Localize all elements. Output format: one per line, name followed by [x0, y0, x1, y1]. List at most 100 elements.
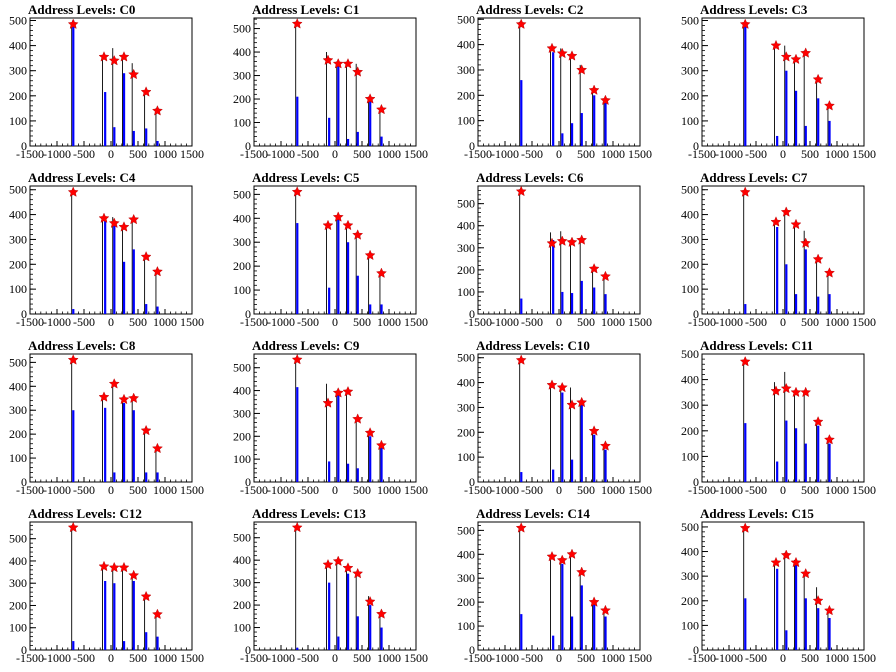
- x-tick-label: -1500: [240, 483, 268, 497]
- x-tick-label: 500: [129, 483, 147, 497]
- y-tick-label: 100: [9, 282, 27, 296]
- x-tick-label: 1000: [601, 483, 625, 497]
- peak-star-marker: [600, 440, 611, 451]
- data-bar: [604, 616, 607, 650]
- data-bar: [520, 472, 523, 482]
- peak-star-marker: [140, 590, 152, 602]
- x-tick-label: 500: [801, 147, 819, 161]
- data-bar: [328, 287, 331, 314]
- peak-star-marker: [824, 100, 835, 111]
- data-bar: [104, 580, 107, 650]
- y-tick-label: 300: [457, 63, 475, 77]
- peak-star-marker: [812, 416, 824, 427]
- x-tick-label: 1000: [601, 315, 625, 329]
- chart-panel: Address Levels: C7 0 100 200 300 400 500 -1500-…: [672, 168, 896, 336]
- peak-star-marker: [588, 263, 600, 274]
- x-tick-label: -500: [73, 147, 95, 161]
- chart-panel: Address Levels: C14 0 100 200 300 400 500 -1500…: [448, 504, 672, 672]
- peak-star-marker: [152, 266, 163, 277]
- y-tick-label: 200: [681, 89, 699, 103]
- chart-svg: Address Levels: C30100200300400500-1500-…: [681, 2, 876, 161]
- x-tick-label: 1500: [404, 651, 428, 665]
- x-tick-label: 1500: [404, 483, 428, 497]
- x-tick-label: 0: [108, 651, 114, 665]
- y-tick-label: 0: [693, 643, 699, 657]
- peak-star-marker: [600, 604, 611, 616]
- x-tick-label: -1500: [16, 651, 44, 665]
- x-tick-label: -500: [73, 483, 95, 497]
- y-tick-label: 500: [9, 355, 27, 369]
- peak-star-marker: [291, 521, 303, 533]
- y-tick-label: 100: [681, 449, 699, 463]
- data-bar: [72, 309, 75, 314]
- data-bar: [804, 125, 807, 146]
- peak-star-marker: [322, 559, 334, 570]
- peak-star-marker: [108, 55, 120, 66]
- data-bar: [520, 80, 523, 146]
- peak-star-marker: [332, 58, 344, 69]
- x-tick-label: 500: [577, 315, 595, 329]
- x-tick-label: 1000: [825, 483, 849, 497]
- x-tick-label: -1500: [240, 315, 268, 329]
- data-bar: [380, 447, 383, 482]
- plot-frame: [253, 17, 417, 147]
- x-tick-label: 1000: [601, 651, 625, 665]
- y-tick-label: 400: [9, 554, 27, 568]
- data-bar: [156, 472, 159, 482]
- data-bar: [520, 614, 523, 650]
- y-tick-label: 200: [233, 429, 251, 443]
- chart-panel: Address Levels: C11 0 100 200 300 400 500 -1500…: [672, 336, 896, 504]
- peak-star-marker: [364, 595, 376, 607]
- peak-star-marker: [364, 249, 376, 261]
- chart-title: Address Levels: C10: [476, 338, 590, 353]
- data-bar: [356, 131, 359, 146]
- peak-star-marker: [770, 556, 782, 568]
- plot-frame: [29, 353, 193, 483]
- peak-star-marker: [291, 18, 303, 29]
- peak-star-marker: [291, 186, 303, 197]
- chart-title: Address Levels: C15: [700, 506, 814, 521]
- peak-star-marker: [140, 424, 152, 436]
- data-bar: [744, 25, 747, 146]
- x-tick-label: -500: [521, 147, 543, 161]
- data-bar: [72, 410, 75, 482]
- data-bar: [346, 573, 350, 650]
- data-bar: [369, 99, 372, 146]
- y-tick-label: 300: [9, 64, 27, 78]
- x-tick-label: -1500: [240, 147, 268, 161]
- x-tick-label: 0: [332, 651, 338, 665]
- data-bar: [794, 90, 798, 146]
- x-tick-label: 0: [108, 315, 114, 329]
- y-tick-label: 0: [693, 475, 699, 489]
- data-bar: [122, 261, 126, 314]
- x-tick-label: 0: [780, 651, 786, 665]
- x-tick-label: 1500: [628, 315, 652, 329]
- x-tick-label: -500: [745, 315, 767, 329]
- plot-frame: [477, 353, 641, 483]
- peak-star-marker: [556, 554, 568, 565]
- data-bar: [828, 443, 831, 482]
- chart-title: Address Levels: C13: [252, 506, 366, 521]
- peak-star-marker: [780, 51, 792, 62]
- x-tick-label: 1000: [377, 147, 401, 161]
- chart-panel: Address Levels: C3 0 100 200 300 400 500 -1500-…: [672, 0, 896, 168]
- peak-star-marker: [376, 267, 387, 278]
- x-tick-label: 0: [556, 147, 562, 161]
- chart-svg: Address Levels: C13 0 100 200 300 400 500 -1500…: [233, 506, 428, 665]
- y-tick-label: 100: [233, 621, 251, 635]
- y-tick-label: 300: [457, 571, 475, 585]
- y-tick-label: 100: [9, 451, 27, 465]
- peak-star-marker: [152, 442, 163, 454]
- peak-star-marker: [800, 237, 812, 248]
- plot-frame: [477, 521, 641, 651]
- chart-title: Address Levels: C14: [476, 506, 590, 521]
- data-bar: [776, 461, 779, 482]
- chart-title: Address Levels: C1: [252, 2, 359, 17]
- data-bar: [356, 468, 359, 482]
- data-bar: [346, 463, 350, 482]
- x-tick-label: 0: [332, 315, 338, 329]
- x-tick-label: -1000: [43, 651, 71, 665]
- x-tick-label: 1000: [825, 315, 849, 329]
- plot-frame: [477, 185, 641, 315]
